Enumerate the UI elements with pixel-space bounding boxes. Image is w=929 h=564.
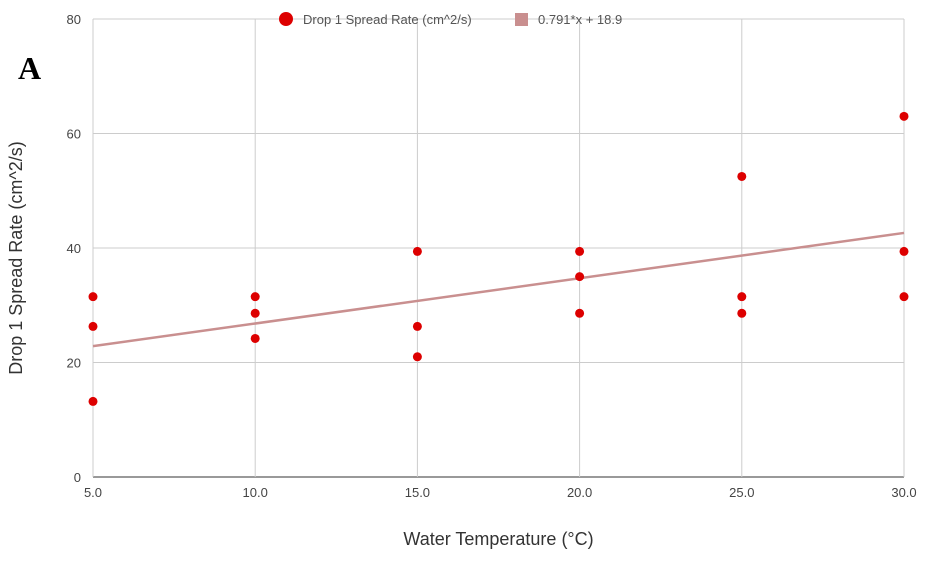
y-tick-label: 40	[67, 241, 81, 256]
legend: Drop 1 Spread Rate (cm^2/s) 0.791*x + 18…	[279, 12, 622, 27]
data-point	[88, 321, 98, 331]
data-point	[737, 308, 747, 318]
data-point	[250, 308, 260, 318]
data-point	[250, 333, 260, 343]
data-point	[737, 292, 747, 302]
legend-trendline-label: 0.791*x + 18.9	[538, 12, 622, 27]
x-tick-label: 10.0	[243, 485, 268, 500]
data-point	[737, 171, 747, 181]
x-tick-label: 25.0	[729, 485, 754, 500]
y-axis-title: Drop 1 Spread Rate (cm^2/s)	[6, 141, 26, 375]
data-point	[88, 292, 98, 302]
x-axis-title: Water Temperature (°C)	[403, 529, 593, 549]
data-point	[575, 246, 585, 256]
data-point	[899, 292, 909, 302]
data-point	[899, 111, 909, 121]
x-tick-labels: 5.0 10.0 15.0 20.0 25.0 30.0	[84, 485, 917, 500]
x-tick-label: 5.0	[84, 485, 102, 500]
data-points	[88, 111, 909, 406]
y-tick-label: 0	[74, 470, 81, 485]
data-point	[250, 292, 260, 302]
x-tick-label: 30.0	[891, 485, 916, 500]
legend-trendline-marker	[515, 13, 528, 26]
y-tick-label: 60	[67, 127, 81, 142]
data-point	[575, 308, 585, 318]
x-tick-label: 15.0	[405, 485, 430, 500]
data-point	[88, 396, 98, 406]
data-point	[412, 352, 422, 362]
data-point	[412, 246, 422, 256]
legend-series-label: Drop 1 Spread Rate (cm^2/s)	[303, 12, 472, 27]
data-point	[899, 246, 909, 256]
trendline	[92, 231, 905, 348]
data-point	[412, 321, 422, 331]
panel-label: A	[18, 50, 42, 86]
y-tick-label: 20	[67, 356, 81, 371]
grid-lines	[92, 18, 905, 478]
y-tick-labels: 0 20 40 60 80	[67, 12, 81, 485]
y-tick-label: 80	[67, 12, 81, 27]
data-point	[575, 272, 585, 282]
x-tick-label: 20.0	[567, 485, 592, 500]
legend-series-marker	[279, 12, 293, 26]
